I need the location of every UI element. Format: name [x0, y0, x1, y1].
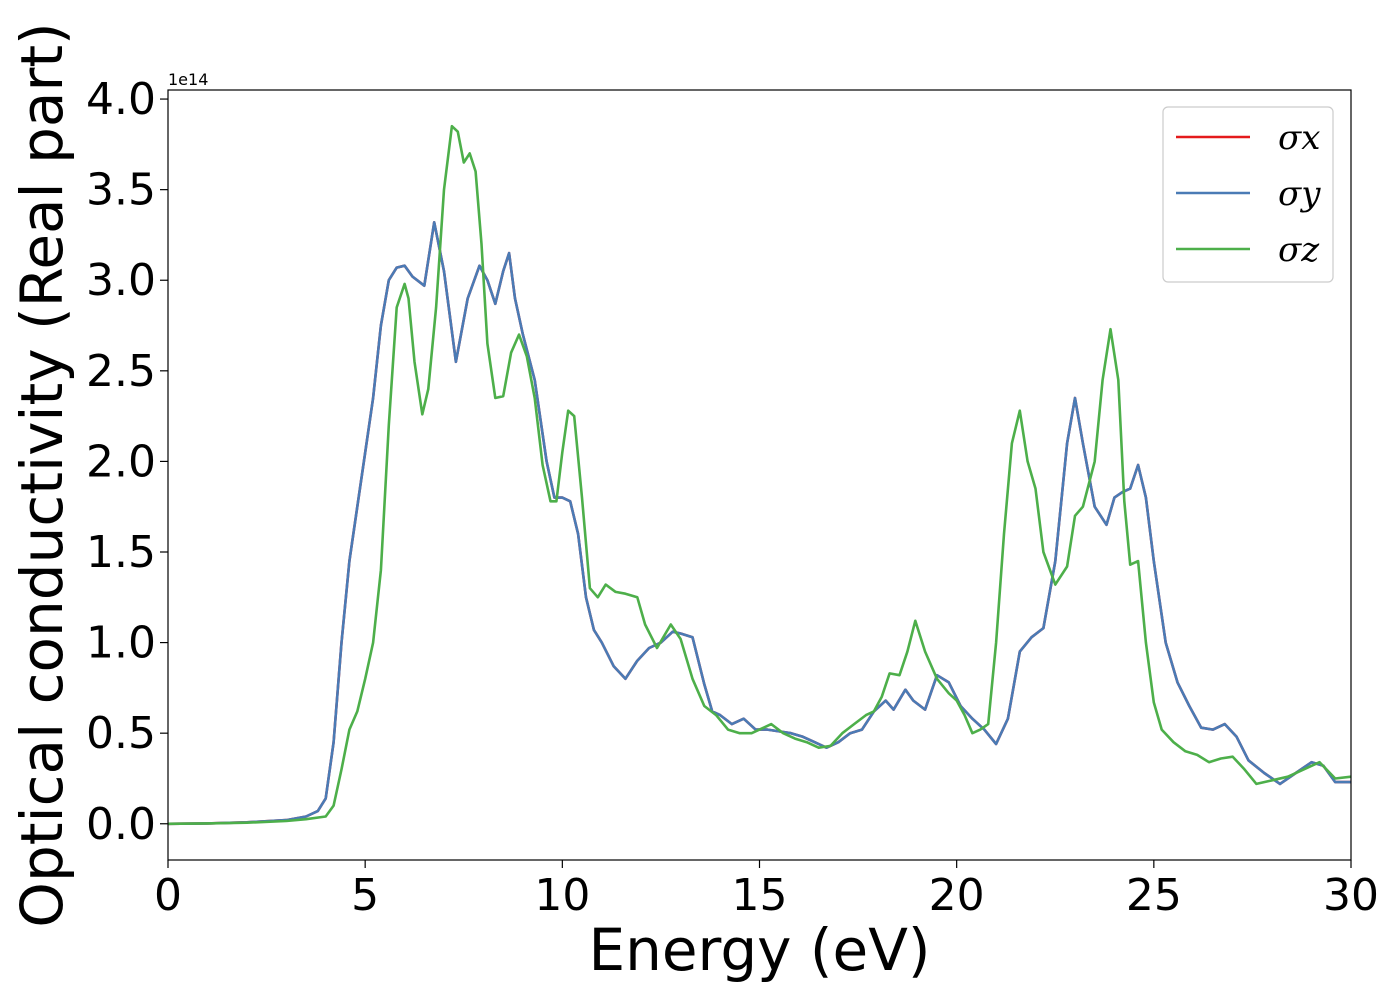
x-tick-label: 25 — [1126, 870, 1182, 921]
legend-label-2: σz — [1278, 230, 1320, 270]
y-tick-label: 1.0 — [86, 618, 156, 669]
y-tick-label: 2.0 — [86, 436, 156, 487]
y-tick-label: 2.5 — [86, 346, 156, 397]
legend-label-0: σx — [1278, 118, 1320, 158]
x-tick-label: 30 — [1323, 870, 1379, 921]
x-axis-title: Energy (eV) — [588, 916, 930, 984]
series-line-1 — [167, 221, 1351, 826]
y-tick-label: 0.5 — [86, 708, 156, 759]
x-tick-label: 20 — [929, 870, 985, 921]
x-tick-label: 15 — [732, 870, 788, 921]
legend-box — [1162, 106, 1334, 283]
plot-frame — [167, 89, 1352, 861]
x-tick-label: 5 — [351, 870, 379, 921]
y-tick-label: 3.5 — [86, 165, 156, 216]
y-tick-label: 4.0 — [86, 74, 156, 125]
y-tick-label: 3.0 — [86, 255, 156, 306]
series-line-0 — [167, 221, 1351, 826]
series-layer — [167, 124, 1352, 826]
ticks-layer: 0 5 10 15 20 25 30 0.0 0.5 1.0 1.5 2.0 2.5 3.0 3.5 4.0 — [86, 74, 1379, 921]
y-offset-text: 1e14 — [168, 70, 208, 89]
y-axis-title: Optical conductivity (Real part) — [8, 22, 76, 927]
x-tick-label: 0 — [154, 870, 182, 921]
legend: σx σy σz — [1162, 106, 1334, 283]
y-tick-label: 1.5 — [86, 527, 156, 578]
x-tick-label: 10 — [534, 870, 590, 921]
series-line-2 — [167, 124, 1352, 826]
y-tick-label: 0.0 — [86, 799, 156, 850]
legend-label-1: σy — [1278, 174, 1321, 214]
